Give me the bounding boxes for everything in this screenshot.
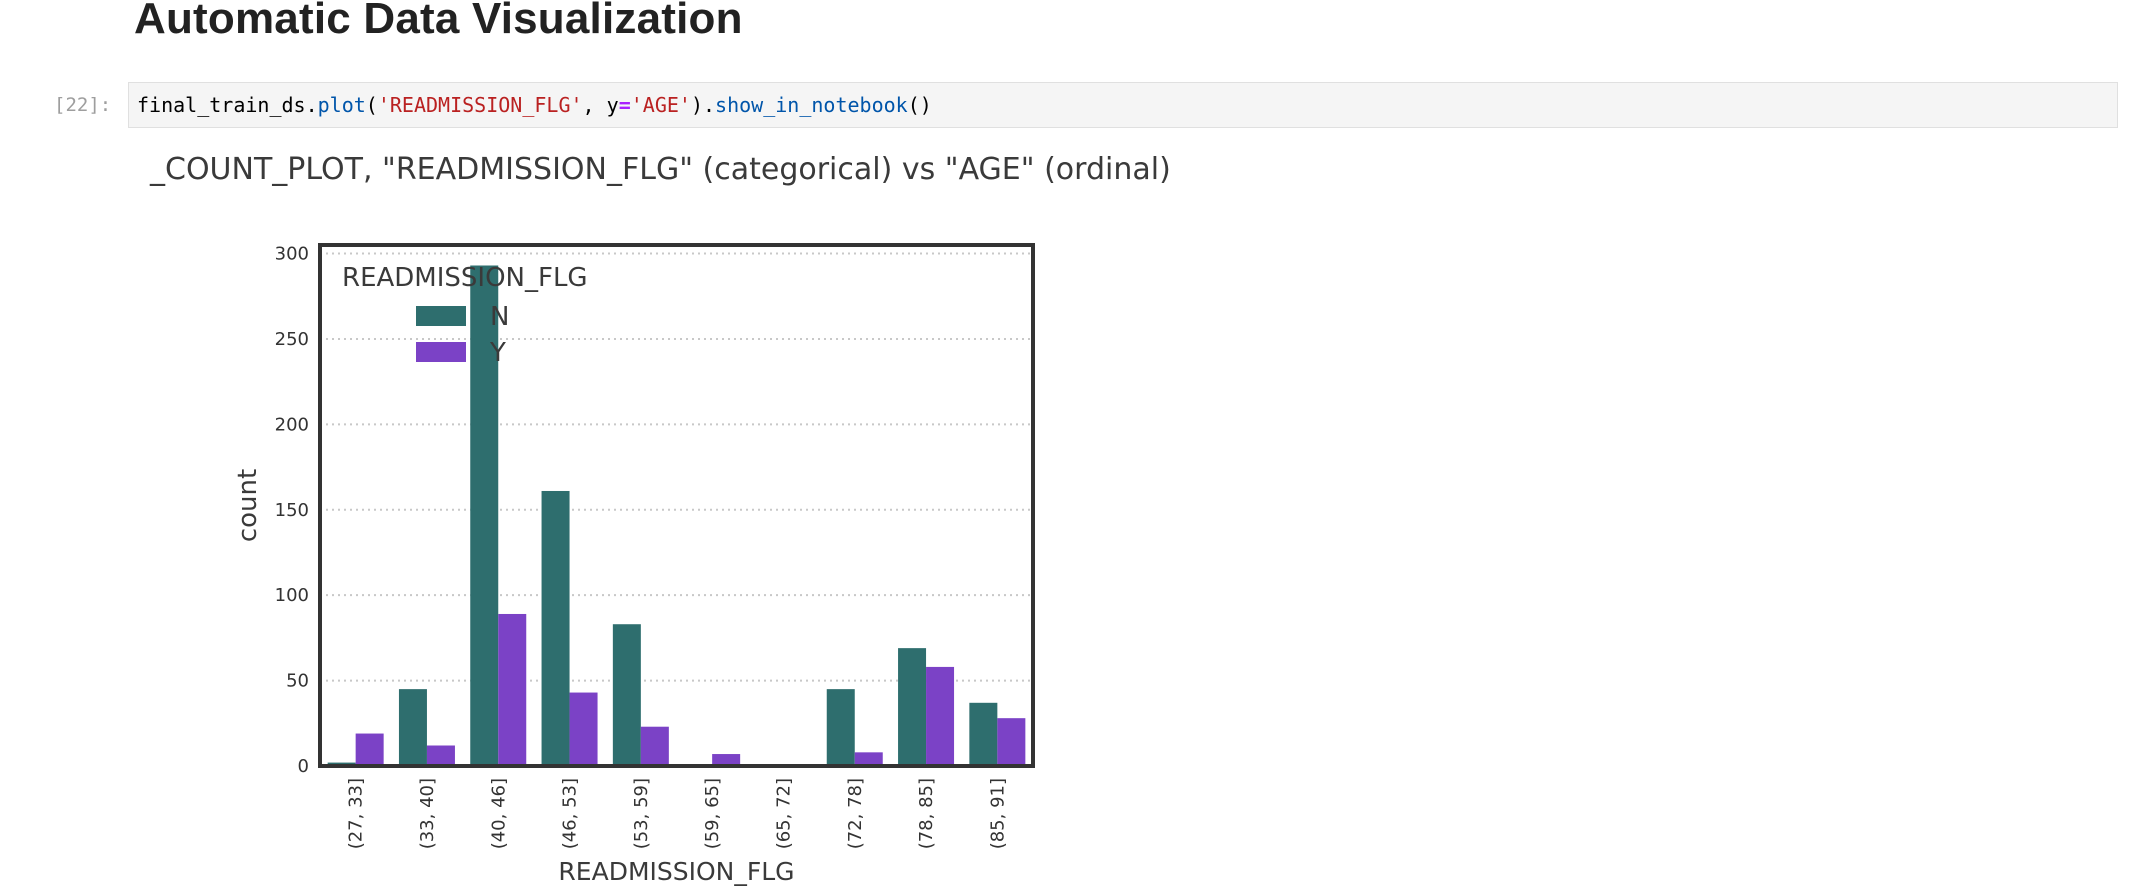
x-tick-label: (78, 85]: [916, 778, 937, 849]
y-tick-label: 250: [275, 329, 309, 350]
x-tick-label: (46, 53]: [560, 778, 581, 849]
bar-Y: [569, 692, 598, 766]
code-function-show: show_in_notebook: [715, 93, 908, 117]
x-tick-label: (85, 91]: [987, 778, 1008, 849]
code-paren-open: (: [365, 93, 378, 117]
x-tick-label: (27, 33]: [346, 778, 367, 849]
output-title: _COUNT_PLOT, "READMISSION_FLG" (categori…: [150, 152, 1171, 187]
code-paren-close: ): [690, 93, 703, 117]
y-tick-label: 200: [275, 414, 309, 435]
code-line[interactable]: final_train_ds.plot('READMISSION_FLG', y…: [137, 93, 932, 117]
bar-N: [898, 648, 927, 766]
y-tick-label: 50: [286, 671, 309, 692]
code-cell[interactable]: final_train_ds.plot('READMISSION_FLG', y…: [128, 82, 2118, 128]
bar-N: [470, 265, 499, 766]
code-dot: .: [305, 93, 318, 117]
y-tick-label: 150: [275, 500, 309, 521]
legend-swatch-Y: [416, 342, 466, 362]
code-string-y: 'AGE': [630, 93, 691, 117]
x-tick-label: (72, 78]: [845, 778, 866, 849]
bar-Y: [640, 726, 669, 766]
legend-swatch-N: [416, 306, 466, 326]
bar-Y: [997, 718, 1026, 766]
x-tick-label: (53, 59]: [631, 778, 652, 849]
x-tick-label: (33, 40]: [417, 778, 438, 849]
bar-Y: [426, 745, 455, 766]
code-keyword-arg: y: [606, 93, 619, 117]
code-comma: ,: [582, 93, 607, 117]
x-tick-label: (40, 46]: [488, 778, 509, 849]
legend-label-Y: Y: [489, 338, 506, 368]
legend-label-N: N: [490, 302, 509, 332]
code-function-plot: plot: [317, 93, 366, 117]
y-tick-label: 300: [275, 244, 309, 265]
bar-Y: [498, 613, 527, 766]
bar-N: [398, 689, 427, 766]
cell-prompt: [22]:: [54, 94, 112, 116]
code-object: final_train_ds: [137, 93, 306, 117]
code-call-parens: (): [907, 93, 932, 117]
page-heading: Automatic Data Visualization: [134, 0, 743, 43]
legend-title: READMISSION_FLG: [342, 263, 588, 293]
x-axis-label: READMISSION_FLG: [558, 857, 794, 886]
code-dot-2: .: [703, 93, 716, 117]
bar-Y: [926, 666, 955, 766]
code-string-arg: 'READMISSION_FLG': [377, 93, 583, 117]
bar-N: [541, 490, 570, 766]
code-equals: =: [618, 93, 631, 117]
bar-N: [826, 689, 855, 766]
bar-Y: [355, 733, 384, 766]
bar-Y: [712, 754, 741, 766]
y-tick-label: 0: [298, 756, 309, 777]
plot-frame: [318, 243, 1035, 768]
bar-Y: [854, 752, 883, 766]
bar-N: [969, 702, 998, 766]
bar-N: [612, 624, 641, 766]
y-axis-label: count: [233, 469, 263, 542]
x-tick-label: (65, 72]: [773, 778, 794, 849]
x-tick-label: (59, 65]: [702, 778, 723, 849]
y-tick-label: 100: [275, 585, 309, 606]
